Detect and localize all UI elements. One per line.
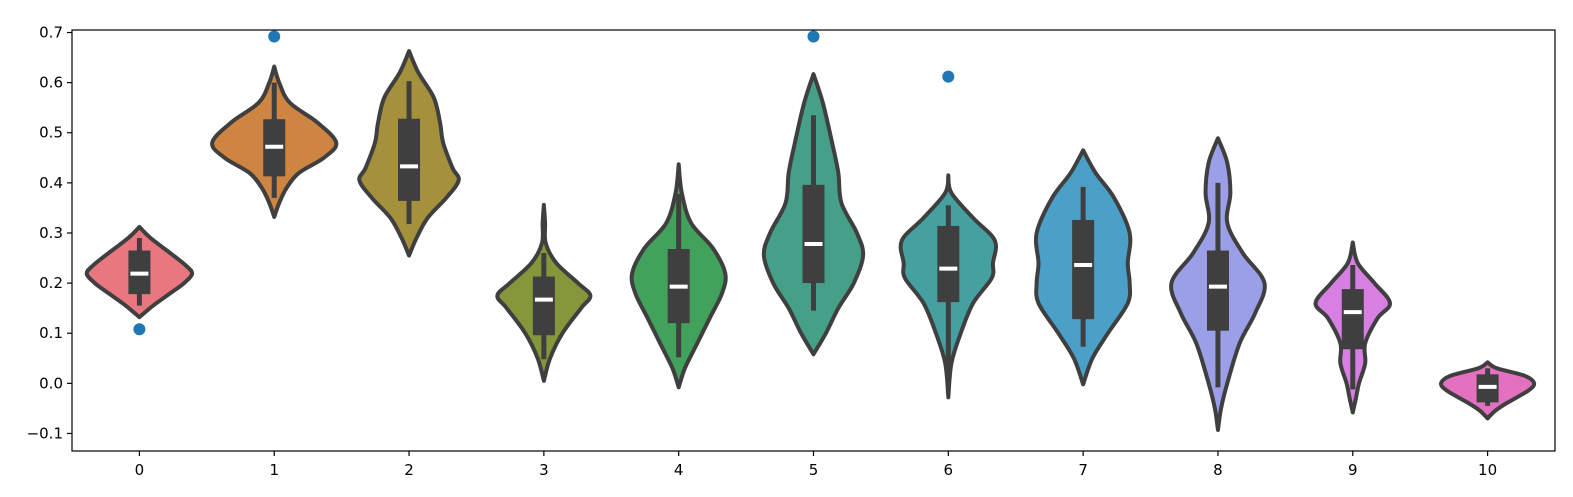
x-axis: 0 1 2 3 4 5 6 7 8 9 10 — [135, 451, 1497, 479]
iqr-box-3 — [532, 276, 555, 336]
outlier-point-6-0 — [942, 70, 955, 83]
iqr-box-8 — [1206, 250, 1229, 331]
x-tick-label: 5 — [809, 461, 819, 479]
iqr-box-2 — [398, 118, 421, 201]
outlier-point-0-0 — [133, 323, 146, 336]
x-tick-label: 3 — [539, 461, 549, 479]
boxes-layer — [128, 81, 1499, 406]
x-tick-label: 4 — [674, 461, 684, 479]
y-tick-label: 0.5 — [39, 124, 63, 142]
x-tick-label: 7 — [1078, 461, 1088, 479]
x-tick-label: 10 — [1478, 461, 1497, 479]
x-tick-label: 9 — [1348, 461, 1358, 479]
y-tick-label: 0.0 — [39, 374, 63, 392]
x-tick-label: 8 — [1213, 461, 1223, 479]
iqr-box-6 — [937, 225, 960, 303]
iqr-box-9 — [1341, 289, 1364, 350]
iqr-box-7 — [1072, 219, 1095, 320]
x-tick-label: 6 — [944, 461, 954, 479]
y-tick-label: 0.7 — [39, 24, 63, 42]
iqr-box-5 — [802, 184, 825, 284]
outlier-point-5-0 — [807, 30, 820, 43]
y-tick-label: 0.2 — [39, 274, 63, 292]
x-tick-label: 1 — [269, 461, 279, 479]
outliers-layer — [133, 30, 955, 336]
y-tick-label: 0.1 — [39, 324, 63, 342]
y-axis: −0.1 0.0 0.1 0.2 0.3 0.4 0.5 0.6 0.7 — [27, 24, 72, 442]
y-tick-label: 0.3 — [39, 224, 63, 242]
x-tick-label: 0 — [135, 461, 145, 479]
y-tick-label: 0.4 — [39, 174, 63, 192]
y-tick-label: −0.1 — [27, 424, 63, 442]
outlier-point-1-0 — [268, 30, 281, 43]
x-tick-label: 2 — [404, 461, 414, 479]
y-tick-label: 0.6 — [39, 74, 63, 92]
